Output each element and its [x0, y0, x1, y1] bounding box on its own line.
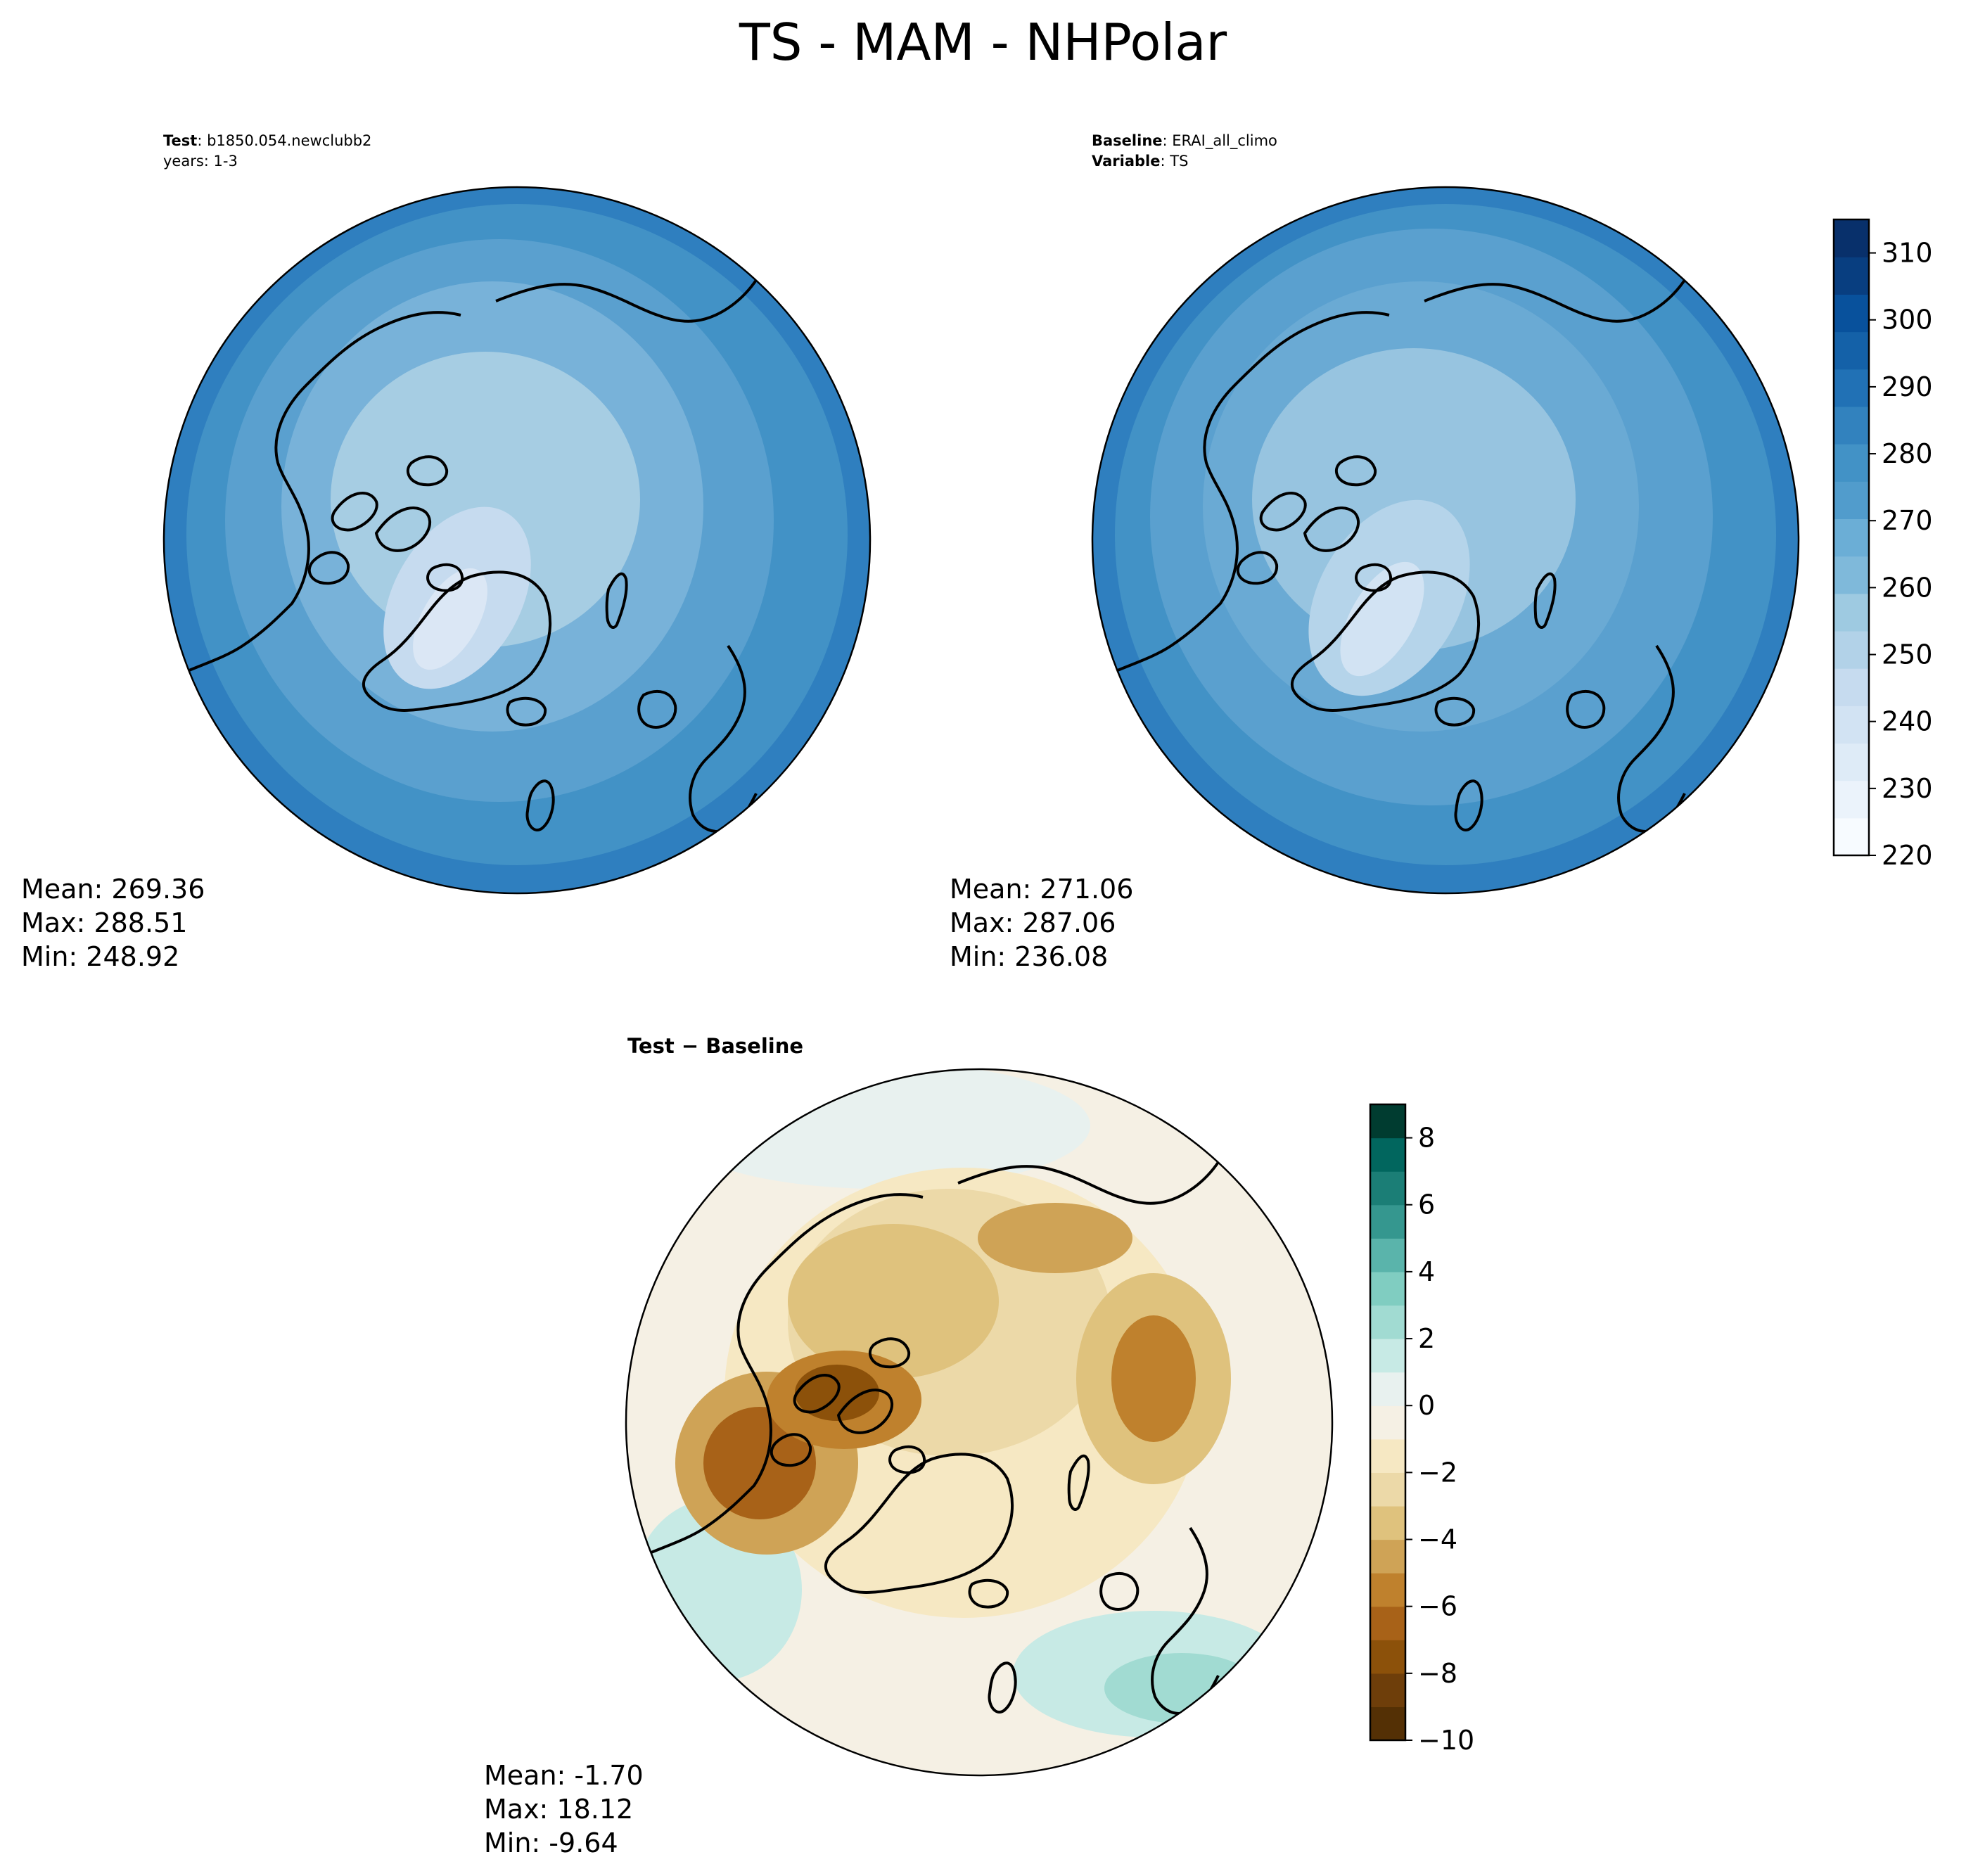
diff-colorbar-tick-label: 6: [1418, 1189, 1435, 1220]
test-max: Max: 288.51: [21, 907, 188, 938]
difference-header: Test − Baseline: [627, 1034, 804, 1058]
diff-colorbar-swatch: [1370, 1640, 1405, 1674]
baseline-level-6: [1340, 561, 1424, 677]
difference-map: [625, 1068, 1334, 1777]
difference-map-border: [625, 1068, 1334, 1777]
difference-mean: Mean: -1.70: [484, 1760, 644, 1791]
diff-brown-east-2: [1111, 1315, 1196, 1442]
baseline-map-border: [1091, 186, 1800, 895]
diff-colorbar-swatch: [1370, 1438, 1405, 1473]
diff-colorbar-tick-label: −2: [1418, 1457, 1457, 1488]
diff-colorbar-swatch: [1370, 1505, 1405, 1540]
test-map-border: [162, 186, 872, 895]
main-colorbar-tick-label: 230: [1882, 773, 1933, 804]
diff-colorbar-tick-label: 0: [1418, 1390, 1435, 1421]
baseline-header: Baseline: ERAI_all_climo Variable: TS: [1092, 131, 1277, 172]
figure-title: TS - MAM - NHPolar: [739, 13, 1227, 72]
diff-colorbar-swatch: [1370, 1204, 1405, 1239]
test-stats: Mean: 269.36 Max: 288.51 Min: 248.92: [21, 872, 205, 974]
main-colorbar-swatch: [1834, 518, 1869, 557]
diff-colorbar-swatch: [1370, 1673, 1405, 1708]
main-colorbar-tick-label: 220: [1882, 840, 1933, 871]
diff-brown-3: [788, 1224, 999, 1379]
baseline-header-line-2: Variable: TS: [1092, 153, 1189, 170]
main-colorbar-swatch: [1834, 406, 1869, 445]
test-header-line-2: years: 1-3: [163, 153, 238, 170]
diff-colorbar-frame: [1369, 1103, 1407, 1742]
test-header-line-1: Test: b1850.054.newclubb2: [163, 132, 372, 149]
diff-colorbar-tick-label: 4: [1418, 1256, 1435, 1287]
baseline-stats: Mean: 271.06 Max: 287.06 Min: 236.08: [950, 872, 1133, 974]
main-colorbar-tick-label: 260: [1882, 572, 1933, 603]
diff-colorbar-swatch: [1370, 1104, 1405, 1139]
test-mean: Mean: 269.36: [21, 874, 205, 905]
diff-colorbar-swatch: [1370, 1271, 1405, 1306]
main-colorbar-tick-label: 270: [1882, 505, 1933, 536]
main-colorbar-swatch: [1834, 331, 1869, 370]
main-colorbar-swatch: [1834, 706, 1869, 744]
diff-colorbar-swatch: [1370, 1472, 1405, 1507]
difference-max: Max: 18.12: [484, 1794, 634, 1825]
main-colorbar-swatch: [1834, 743, 1869, 781]
test-level-6: [413, 568, 487, 670]
main-colorbar-tick-label: 290: [1882, 371, 1933, 402]
baseline-min: Min: 236.08: [950, 941, 1109, 972]
diff-colorbar-swatch: [1370, 1137, 1405, 1172]
main-colorbar-swatch: [1834, 444, 1869, 482]
baseline-max: Max: 287.06: [950, 907, 1116, 938]
diff-brown-ne: [978, 1203, 1132, 1273]
main-colorbar-swatch: [1834, 668, 1869, 706]
diff-colorbar-swatch: [1370, 1573, 1405, 1607]
test-map: [162, 186, 872, 895]
diff-colorbar: −10 −8 −6 −4 −2 0 2 4 6 8: [1369, 1103, 1474, 1756]
main-colorbar-swatch: [1834, 369, 1869, 407]
diff-colorbar-swatch: [1370, 1171, 1405, 1206]
main-colorbar-swatch: [1834, 219, 1869, 257]
diff-colorbar-swatch: [1370, 1305, 1405, 1339]
main-colorbar-swatch: [1834, 630, 1869, 669]
main-colorbar-swatch: [1834, 294, 1869, 333]
main-colorbar-tick-label: 240: [1882, 706, 1933, 737]
main-colorbar-tick-label: 280: [1882, 438, 1933, 469]
main-colorbar-swatch: [1834, 780, 1869, 819]
diff-colorbar-swatch: [1370, 1606, 1405, 1640]
diff-colorbar-swatch: [1370, 1339, 1405, 1373]
main-colorbar-tick-label: 310: [1882, 238, 1933, 269]
baseline-mean: Mean: 271.06: [950, 874, 1134, 905]
diff-colorbar-tick-label: −8: [1418, 1658, 1457, 1689]
diff-colorbar-swatch: [1370, 1372, 1405, 1406]
test-header: Test: b1850.054.newclubb2 years: 1-3: [163, 131, 371, 172]
main-colorbar: 220 230 240 250 260 270 280 290 300 310: [1832, 218, 1933, 871]
diff-colorbar-tick-label: 8: [1418, 1123, 1435, 1154]
main-colorbar-tick-label: 300: [1882, 305, 1933, 336]
diff-colorbar-swatch: [1370, 1405, 1405, 1440]
difference-stats: Mean: -1.70 Max: 18.12 Min: -9.64: [484, 1759, 644, 1860]
diff-colorbar-swatch: [1370, 1706, 1405, 1741]
baseline-map: [1091, 186, 1800, 895]
difference-min: Min: -9.64: [484, 1827, 618, 1858]
main-colorbar-frame: [1832, 218, 1870, 857]
main-colorbar-tick-label: 250: [1882, 639, 1933, 670]
main-colorbar-swatch: [1834, 593, 1869, 632]
main-colorbar-swatch: [1834, 257, 1869, 295]
main-colorbar-swatch: [1834, 817, 1869, 856]
diff-colorbar-tick-label: −4: [1418, 1524, 1457, 1555]
diff-colorbar-swatch: [1370, 1238, 1405, 1272]
diff-colorbar-swatch: [1370, 1539, 1405, 1574]
baseline-header-line-1: Baseline: ERAI_all_climo: [1092, 132, 1277, 149]
main-colorbar-swatch: [1834, 556, 1869, 594]
main-colorbar-swatch: [1834, 481, 1869, 520]
diff-colorbar-tick-label: −6: [1418, 1591, 1457, 1622]
diff-colorbar-tick-label: −10: [1418, 1725, 1474, 1756]
diff-colorbar-tick-label: 2: [1418, 1323, 1435, 1354]
test-min: Min: 248.92: [21, 941, 180, 972]
